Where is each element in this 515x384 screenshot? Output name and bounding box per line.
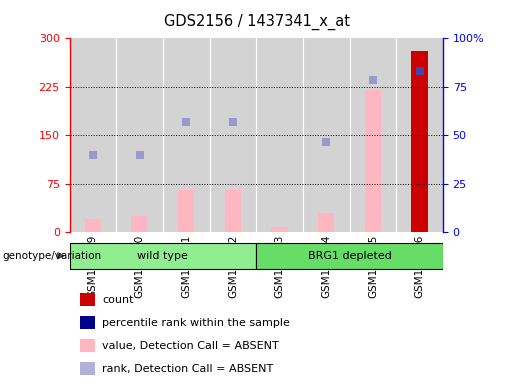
Point [369,77,377,83]
Bar [80,339,95,352]
Bar [80,293,95,306]
Point [135,152,144,158]
Bar [70,38,116,232]
Bar [80,362,95,375]
Bar [411,51,428,232]
Bar [396,38,443,232]
Bar [131,216,148,232]
Text: count: count [102,295,134,305]
Bar [178,190,194,232]
Bar [116,38,163,232]
Text: percentile rank within the sample: percentile rank within the sample [102,318,290,328]
Text: genotype/variation: genotype/variation [3,251,101,262]
Text: rank, Detection Call = ABSENT: rank, Detection Call = ABSENT [102,364,274,374]
Bar [163,38,210,232]
Text: wild type: wild type [138,251,188,261]
Point [89,152,97,158]
Bar [350,38,396,232]
Bar [303,38,350,232]
Point [416,68,424,74]
Bar [80,316,95,329]
Bar [365,90,381,232]
Point [229,119,237,126]
Text: value, Detection Call = ABSENT: value, Detection Call = ABSENT [102,341,279,351]
Bar [84,219,101,232]
FancyBboxPatch shape [70,243,256,269]
Point [182,119,191,126]
Bar [225,190,241,232]
Bar [210,38,256,232]
Text: GDS2156 / 1437341_x_at: GDS2156 / 1437341_x_at [164,13,351,30]
Bar [318,213,334,232]
Bar [271,227,288,232]
Bar [256,38,303,232]
Point [322,139,330,145]
Text: BRG1 depleted: BRG1 depleted [307,251,391,261]
FancyBboxPatch shape [256,243,443,269]
